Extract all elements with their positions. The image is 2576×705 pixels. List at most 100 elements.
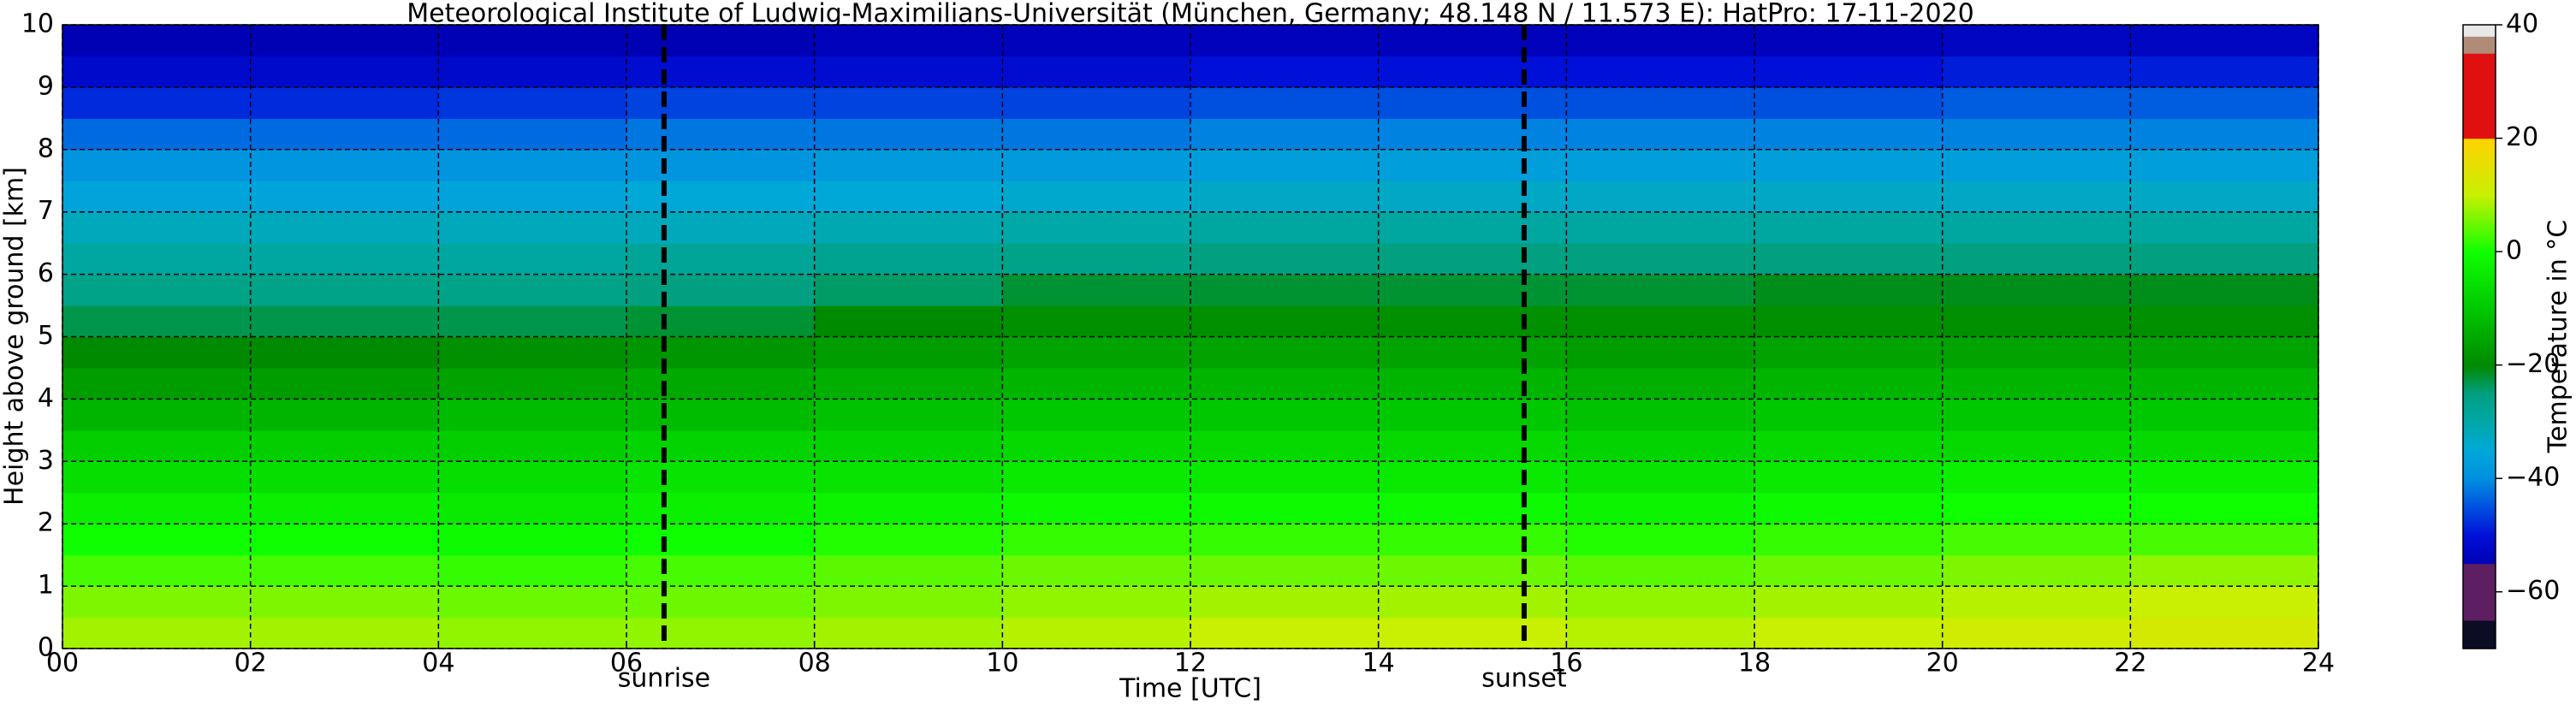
colorbar-segment [2463,198,2496,200]
colorbar-segment [2463,423,2496,425]
heatmap-cell [62,305,252,338]
colorbar-segment [2463,471,2496,474]
colorbar-segment [2463,118,2496,121]
colorbar-segment [2463,472,2496,475]
colorbar-segment [2463,448,2496,451]
heatmap-cell [1566,118,1755,151]
colorbar-segment [2463,631,2496,634]
heatmap-cell [438,181,627,213]
colorbar-segment [2463,335,2496,338]
heatmap-cell [1002,461,1191,494]
colorbar-segment [2463,417,2496,420]
heatmap-cell [2130,149,2319,181]
colorbar-segment [2463,288,2496,291]
heatmap-cell [62,181,252,213]
colorbar-segment [2463,319,2496,322]
colorbar-segment [2463,556,2496,559]
heatmap-cell [1002,274,1191,306]
colorbar-segment [2463,362,2496,364]
x-tick-label: 02 [234,649,267,678]
heatmap-cell [2130,211,2319,244]
colorbar-segment [2463,595,2496,597]
heatmap-cell [62,524,252,556]
heatmap-cell [1190,586,1380,619]
colorbar-segment [2463,209,2496,211]
colorbar-segment [2463,140,2496,144]
y-tick-label: 2 [38,508,54,538]
colorbar-segment [2463,152,2496,155]
heatmap-cell [626,554,816,587]
colorbar-segment [2463,250,2496,252]
colorbar-segment [2463,643,2496,645]
colorbar-segment [2463,329,2496,332]
colorbar-segment [2463,485,2496,488]
colorbar-segment [2463,237,2496,240]
colorbar-segment [2463,239,2496,241]
heatmap-cell [1754,274,1944,306]
colorbar-segment [2463,227,2496,230]
colorbar-segment [2463,504,2496,507]
colorbar-segment [2463,165,2496,168]
colorbar-segment [2463,610,2496,613]
colorbar-segment [2463,323,2496,326]
colorbar-segment [2463,522,2496,524]
colorbar-segment [2463,541,2496,543]
heatmap-cell [814,492,1003,524]
heatmap-cell [1190,211,1380,244]
colorbar-segment [2463,287,2496,289]
colorbar-segment [2463,101,2496,104]
colorbar-segment [2463,98,2496,101]
heatmap-cell [1754,367,1944,400]
colorbar-segment [2463,267,2496,270]
colorbar-segment [2463,552,2496,554]
colorbar-segment [2463,507,2496,511]
colorbar-segment [2463,420,2496,423]
heatmap-cell [1002,336,1191,369]
colorbar-segment [2463,217,2496,220]
y-axis-label: Height above ground [km] [0,167,30,506]
colorbar-segment [2463,206,2496,209]
colorbar-segment [2463,265,2496,268]
heatmap-cell [1002,430,1191,462]
heatmap-cell [2130,336,2319,369]
colorbar-segment [2463,44,2496,47]
colorbar-segment [2463,27,2496,30]
colorbar-segment [2463,375,2496,377]
colorbar-segment [2463,464,2496,466]
colorbar-segment [2463,297,2496,299]
heatmap-cell [1002,524,1191,556]
colorbar-segment [2463,43,2496,45]
y-tick-label: 10 [21,9,54,39]
heatmap-cell [2130,492,2319,524]
colorbar-segment [2463,595,2496,598]
heatmap-cell [814,461,1003,494]
heatmap-cell [626,367,816,400]
colorbar-segment [2463,47,2496,50]
colorbar-segment [2463,590,2496,593]
heatmap-cell [250,149,439,181]
heatmap-cell [626,305,816,338]
colorbar-tick-label: 0 [2506,236,2522,266]
heatmap-cell [250,430,439,462]
heatmap-cell [62,461,252,494]
heatmap-cell [2130,274,2319,306]
colorbar-segment [2463,311,2496,313]
heatmap-cell [438,25,627,57]
colorbar-segment [2463,386,2496,388]
y-tick-label: 5 [38,321,54,351]
colorbar-segment [2463,317,2496,321]
colorbar-segment [2463,293,2496,295]
colorbar-segment [2463,628,2496,631]
colorbar-segment [2463,196,2496,198]
heatmap-cell [626,617,816,649]
heatmap-cell [1190,461,1380,494]
colorbar-segment [2463,465,2496,468]
heatmap-cell [250,25,439,57]
heatmap-cell [1002,56,1191,88]
colorbar-segment [2463,373,2496,376]
colorbar-segment [2463,561,2496,565]
colorbar-segment [2463,390,2496,393]
colorbar-segment [2463,576,2496,578]
heatmap-cell [626,586,816,619]
colorbar-segment [2463,529,2496,532]
